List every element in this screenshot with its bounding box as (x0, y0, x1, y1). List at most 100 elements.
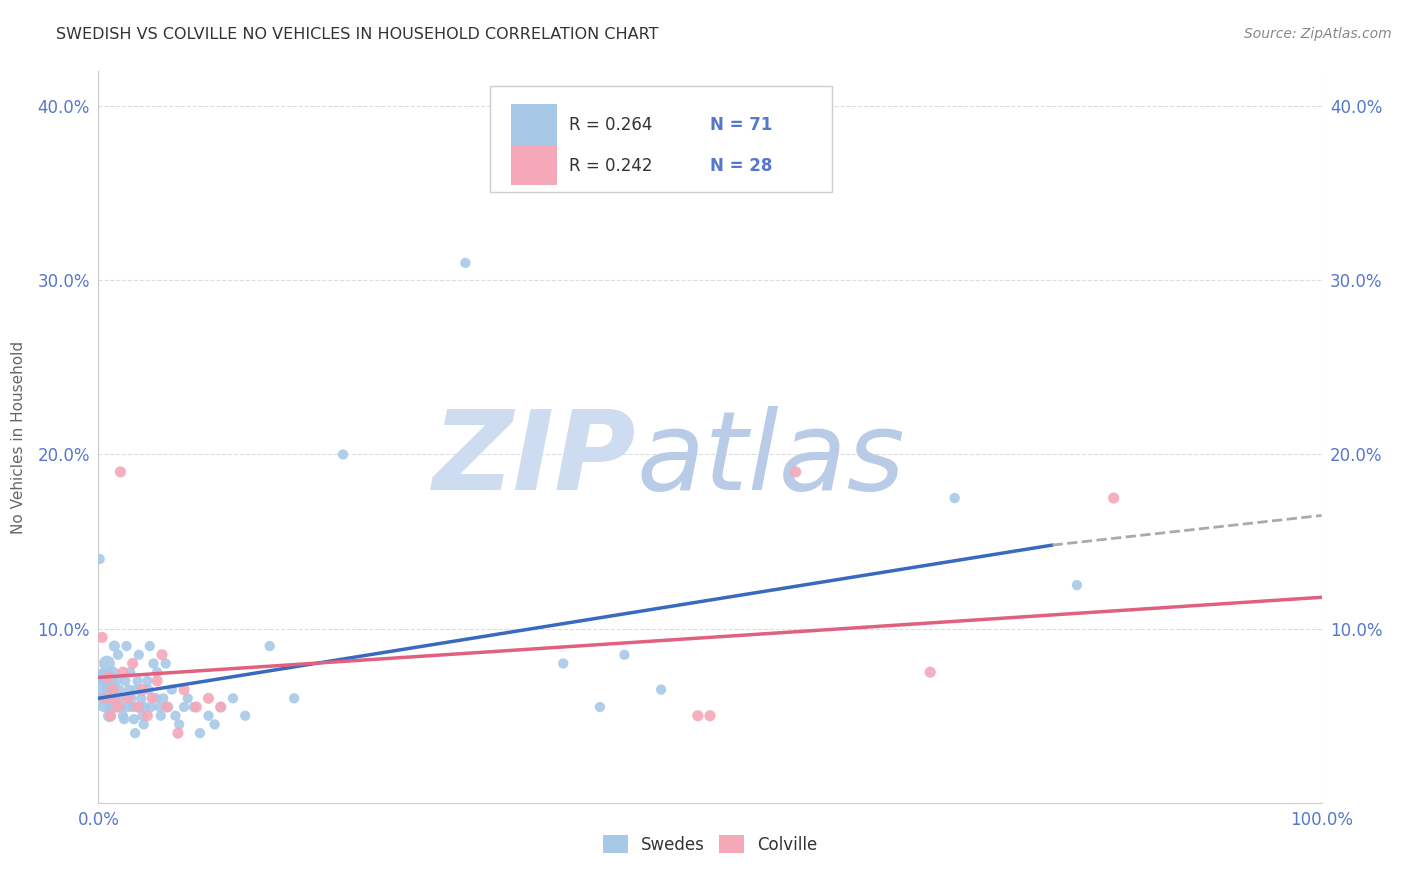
Point (920, 665, 942, 680)
Point (146, 673, 169, 688)
Point (128, 648, 150, 662)
Point (149, 700, 172, 714)
Point (129, 700, 152, 714)
Point (204, 717, 226, 731)
Text: N = 71: N = 71 (710, 116, 772, 134)
Point (142, 657, 165, 671)
Point (96, 657, 118, 671)
Point (118, 682, 141, 697)
Point (124, 726, 146, 740)
Point (136, 708, 159, 723)
Point (127, 700, 149, 714)
Point (167, 726, 190, 740)
Point (141, 691, 163, 706)
Bar (510, 104, 557, 145)
Point (165, 708, 187, 723)
Point (100, 700, 122, 714)
Text: ZIP: ZIP (433, 406, 637, 513)
Point (111, 665, 134, 680)
Point (111, 700, 134, 714)
Point (197, 691, 219, 706)
Point (89, 552, 111, 566)
Point (110, 691, 132, 706)
Point (117, 700, 139, 714)
Point (173, 700, 195, 714)
Point (111, 708, 134, 723)
Point (785, 465, 807, 479)
Point (101, 665, 124, 680)
Point (188, 726, 211, 740)
Point (93, 695, 115, 709)
Point (112, 712, 135, 726)
Point (136, 673, 159, 688)
Point (209, 700, 232, 714)
Point (121, 700, 143, 714)
Point (173, 682, 195, 697)
Point (94, 691, 117, 706)
Point (332, 448, 354, 462)
Point (104, 700, 127, 714)
Point (91, 631, 114, 645)
Point (101, 691, 124, 706)
Point (129, 691, 152, 706)
Point (156, 700, 179, 714)
Point (155, 657, 177, 671)
Point (105, 673, 128, 688)
Point (97, 670, 120, 684)
Point (197, 708, 219, 723)
Point (120, 691, 142, 706)
Point (157, 700, 180, 714)
Point (259, 639, 281, 653)
Point (145, 691, 167, 706)
Point (650, 682, 672, 697)
Point (699, 708, 721, 723)
Point (177, 691, 200, 706)
Point (209, 700, 232, 714)
Point (101, 682, 124, 697)
Point (146, 665, 169, 680)
Point (107, 648, 129, 662)
Point (131, 708, 153, 723)
Point (127, 673, 149, 688)
Point (233, 708, 256, 723)
Point (283, 691, 305, 706)
Point (150, 648, 173, 662)
Point (100, 708, 122, 723)
Point (98, 708, 121, 723)
Point (553, 657, 575, 671)
Point (107, 700, 129, 714)
Point (91, 677, 114, 691)
Point (1102, 491, 1125, 505)
Point (139, 700, 162, 714)
Point (104, 695, 127, 709)
Point (120, 665, 142, 680)
Point (110, 465, 132, 479)
Text: N = 28: N = 28 (710, 158, 772, 176)
Point (152, 691, 174, 706)
Point (103, 691, 125, 706)
Text: Source: ZipAtlas.com: Source: ZipAtlas.com (1244, 27, 1392, 41)
Point (117, 691, 139, 706)
Point (131, 682, 153, 697)
Point (149, 708, 172, 723)
Point (454, 256, 477, 270)
Point (222, 691, 245, 706)
Point (103, 639, 125, 653)
Point (94, 670, 117, 684)
Point (160, 682, 183, 697)
Point (183, 700, 205, 714)
Point (138, 682, 160, 697)
Point (943, 491, 966, 505)
Text: atlas: atlas (637, 406, 905, 513)
Point (167, 717, 190, 731)
FancyBboxPatch shape (489, 86, 832, 192)
Legend: Swedes, Colville: Swedes, Colville (596, 829, 824, 860)
Point (186, 700, 208, 714)
Point (686, 708, 709, 723)
Point (114, 673, 136, 688)
Point (108, 682, 131, 697)
Point (134, 700, 156, 714)
Point (1066, 578, 1088, 592)
Point (589, 700, 612, 714)
Point (132, 717, 155, 731)
